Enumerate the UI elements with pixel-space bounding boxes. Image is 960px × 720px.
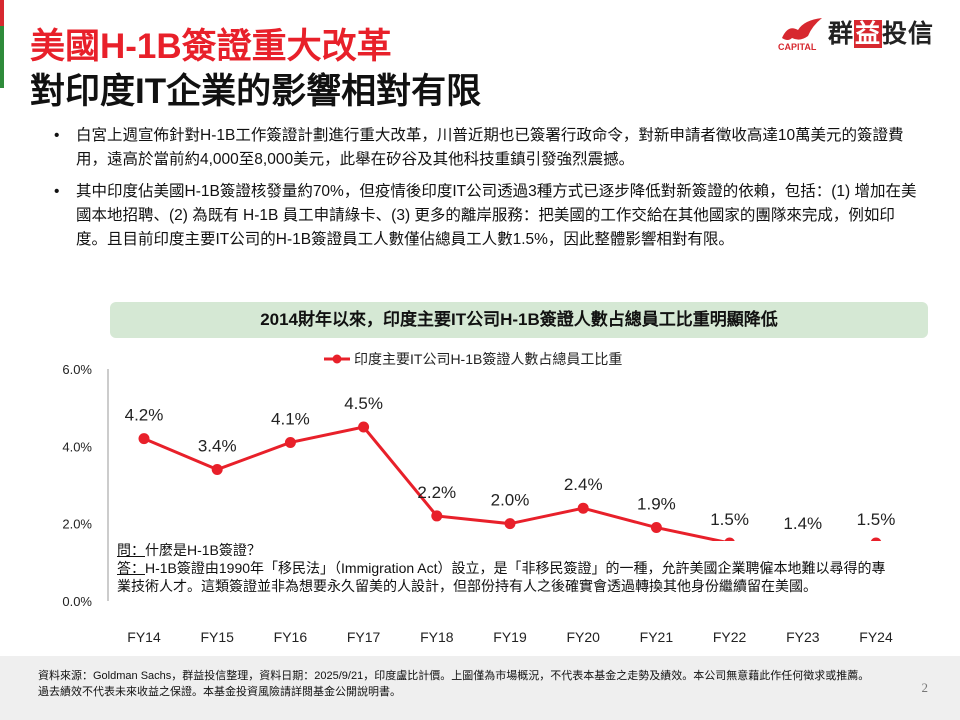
logo-text: 群益投信 — [828, 20, 935, 48]
data-label: 1.5% — [857, 510, 896, 529]
qa-box: 問：什麼是H-1B簽證？ 答：H-1B簽證由1990年「移民法」（Immigra… — [117, 541, 897, 595]
x-tick-label: FY14 — [127, 629, 161, 645]
data-point — [577, 502, 589, 514]
bullet-item: 白宮上週宣佈針對H-1B工作簽證計劃進行重大改革，川普近期也已簽署行政命令，對新… — [54, 124, 924, 172]
data-label: 1.4% — [783, 514, 822, 533]
data-label: 3.4% — [198, 437, 237, 456]
chart-title: 2014財年以來，印度主要IT公司H-1B簽證人數占總員工比重明顯降低 — [110, 302, 928, 338]
data-point — [504, 518, 516, 530]
data-label: 1.9% — [637, 495, 676, 514]
accent-bar-red — [0, 0, 4, 26]
legend-label: 印度主要IT公司H-1B簽證人數占總員工比重 — [354, 351, 622, 367]
y-tick-label: 2.0% — [62, 517, 92, 532]
bullet-item: 其中印度佔美國H-1B簽證核發量約70%，但疫情後印度IT公司透過3種方式已逐步… — [54, 180, 924, 252]
bullet-list: 白宮上週宣佈針對H-1B工作簽證計劃進行重大改革，川普近期也已簽署行政命令，對新… — [54, 124, 924, 260]
y-tick-label: 0.0% — [62, 594, 92, 609]
page-number: 2 — [921, 680, 929, 695]
data-label: 4.1% — [271, 409, 310, 428]
x-tick-label: FY15 — [200, 629, 234, 645]
x-tick-label: FY19 — [493, 629, 527, 645]
answer-label: 答： — [117, 560, 145, 576]
page-title-line1: 美國H-1B簽證重大改革 — [30, 27, 392, 66]
x-tick-label: FY20 — [566, 629, 600, 645]
answer-text: H-1B簽證由1990年「移民法」（Immigration Act）設立，是「非… — [117, 560, 886, 594]
data-label: 2.4% — [564, 475, 603, 494]
page-title-line2: 對印度IT企業的影響相對有限 — [30, 72, 482, 111]
data-point — [284, 436, 296, 448]
data-point — [431, 510, 443, 522]
y-tick-label: 4.0% — [62, 439, 92, 454]
data-label: 2.0% — [491, 491, 530, 510]
data-point — [138, 433, 150, 445]
x-tick-label: FY23 — [786, 629, 820, 645]
y-tick-label: 6.0% — [62, 362, 92, 377]
bird-logo-icon: CAPITAL — [778, 16, 824, 52]
data-point — [211, 464, 223, 476]
question-label: 問： — [117, 542, 145, 558]
data-point — [358, 421, 370, 433]
x-tick-label: FY16 — [274, 629, 308, 645]
question-text: 什麼是H-1B簽證？ — [145, 542, 261, 558]
data-point — [650, 522, 662, 534]
company-logo: CAPITAL 群益投信 — [778, 14, 935, 52]
footer: 資料來源：Goldman Sachs，群益投信整理，資料日期：2025/9/21… — [0, 656, 960, 720]
legend-marker — [332, 354, 342, 364]
accent-bar-green — [0, 26, 4, 88]
x-tick-label: FY21 — [640, 629, 674, 645]
data-label: 1.5% — [710, 510, 749, 529]
x-tick-label: FY18 — [420, 629, 454, 645]
data-label: 4.5% — [344, 394, 383, 413]
x-tick-label: FY24 — [859, 629, 893, 645]
data-label: 4.2% — [125, 406, 164, 425]
x-tick-label: FY22 — [713, 629, 747, 645]
disclaimer: 資料來源：Goldman Sachs，群益投信整理，資料日期：2025/9/21… — [38, 670, 870, 698]
x-tick-label: FY17 — [347, 629, 381, 645]
data-label: 2.2% — [417, 483, 456, 502]
